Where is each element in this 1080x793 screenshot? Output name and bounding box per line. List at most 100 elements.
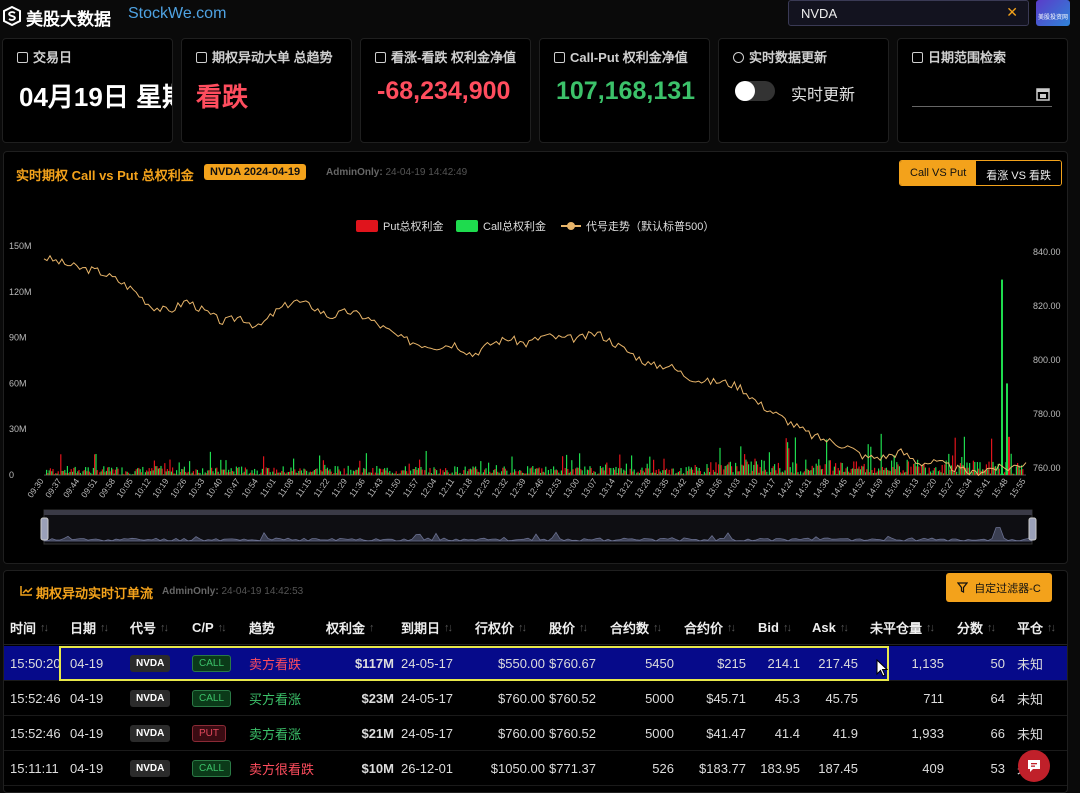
put-bar [205,473,207,475]
put-bar [125,471,127,475]
sort-icon[interactable]: ↑↓ [518,621,527,634]
put-bar [86,471,88,475]
card-title: 交易日 [33,50,73,65]
call-bar [189,461,191,475]
column-header[interactable]: C/P ↑↓ [192,611,227,644]
column-header[interactable]: Ask ↑↓ [812,611,849,644]
table-row[interactable]: 15:52:46 04-19 NVDA CALL 买方看涨 $23M 24-05-17 $76… [4,681,1067,716]
call-bar [108,467,110,475]
column-header[interactable]: 日期 ↑↓ [70,611,109,644]
navigator-right-handle[interactable] [1028,517,1037,541]
ticker-search-input[interactable]: NVDA ✕ [788,0,1029,26]
put-bar [952,455,954,475]
column-header[interactable]: 分数 ↑↓ [957,611,996,644]
sort-icon[interactable]: ↑↓ [653,621,662,634]
column-header[interactable]: 合约数 ↑↓ [610,611,662,644]
put-bar [710,462,712,475]
card-value: 04月19日 星期 [19,82,173,112]
column-header[interactable]: 代号 ↑↓ [130,611,169,644]
column-header[interactable]: 合约价 ↑↓ [684,611,736,644]
call-bar [186,473,188,475]
call-bar [46,469,48,475]
call-bar [352,470,354,475]
sort-icon[interactable]: ↑↓ [782,621,792,634]
table-row[interactable]: 15:50:20 04-19 NVDA CALL 卖方看跌 $117M 24-05-17 $5… [4,646,1067,681]
put-bar [302,473,304,475]
table-row[interactable]: 15:11:11 04-19 NVDA CALL 卖方很看跌 $10M 26-12-01 $1… [4,751,1067,786]
table-row[interactable]: 15:52:46 04-19 NVDA PUT 卖方看涨 $21M 24-05-17 $760… [4,716,1067,751]
sort-icon[interactable]: ↑↓ [160,621,169,634]
search-value[interactable]: NVDA [801,6,838,21]
put-bar [166,469,168,475]
column-header[interactable]: 股价 ↑↓ [549,611,588,644]
call-bar [914,463,916,475]
admin-label: AdminOnly: [326,167,383,178]
x-tick-label: 12:46 [525,476,546,499]
brand-name[interactable]: 美股大数据 [26,10,111,29]
cell-contract-price: $215 [684,646,746,680]
navigator-left-handle[interactable] [40,517,49,541]
put-bar [322,460,324,475]
app-icon[interactable]: 美股投资网 [1036,0,1070,26]
ticker-badge[interactable]: NVDA [130,759,171,777]
sort-icon[interactable]: ↑↓ [40,621,49,634]
x-tick-label: 10:26 [168,476,189,499]
sort-icon[interactable]: ↑↓ [579,621,588,634]
x-tick-label: 14:10 [739,476,760,499]
cell-text: 5000 [645,725,674,741]
realtime-toggle[interactable] [735,81,775,101]
put-bar [533,472,535,475]
call-bar [589,466,591,475]
call-bar [103,466,105,475]
column-header[interactable]: 到期日 ↑↓ [401,611,453,644]
column-header[interactable]: 未平仓量 ↑↓ [870,611,935,644]
clear-icon[interactable]: ✕ [1006,4,1018,20]
column-header[interactable]: Bid ↑↓ [758,611,792,644]
column-header[interactable]: 权利金 ↑ [326,611,374,644]
put-bar [343,468,345,475]
put-bar [655,469,657,475]
sort-icon[interactable]: ↑↓ [839,621,849,634]
ticker-badge[interactable]: NVDA [130,689,171,707]
column-header[interactable]: 时间 ↑↓ [10,611,49,644]
sort-icon[interactable]: ↑↓ [444,621,453,634]
sort-icon[interactable]: ↑↓ [217,621,227,634]
sort-icon[interactable]: ↑↓ [987,621,996,634]
ticker-badge[interactable]: NVDA [130,724,171,742]
put-bar [871,469,873,475]
sort-asc-icon[interactable]: ↑ [369,621,374,634]
column-header[interactable]: 趋势 [249,611,275,644]
sort-icon[interactable]: ↑↓ [727,621,736,634]
cell-ask: 41.9 [812,716,858,750]
sort-icon[interactable]: ↑↓ [1047,621,1056,634]
put-bar [728,462,730,475]
put-bar [68,473,70,475]
call-bar [183,466,185,475]
put-bar [504,468,506,475]
calendar-picker-icon[interactable] [1036,87,1050,101]
cell-text: $117M [354,655,394,671]
call-bar [818,459,820,475]
card-realtime-update: 实时数据更新 实时更新 [718,38,889,143]
cell-bid: 214.1 [758,646,800,680]
date-range-input[interactable] [912,79,1052,107]
call-bar [594,471,596,475]
x-tick-label: 13:49 [686,476,707,499]
call-bar [113,473,115,475]
column-header[interactable]: 平仓 ↑↓ [1017,611,1056,644]
put-bar [720,465,722,475]
call-bar [875,472,877,475]
call-bar [230,468,232,475]
custom-filter-button[interactable]: 自定过滤器-C [946,573,1052,602]
put-bar [169,459,171,475]
up-vs-down-button[interactable]: 看涨 VS 看跌 [976,161,1062,185]
call-vs-put-button[interactable]: Call VS Put [900,161,977,185]
column-header[interactable]: 行权价 ↑↓ [475,611,527,644]
ticker-badge[interactable]: NVDA [130,654,171,672]
brand-url[interactable]: StockWe.com [128,5,227,22]
sort-icon[interactable]: ↑↓ [100,621,109,634]
card-title: Call-Put 权利金净值 [570,50,688,65]
chat-button[interactable] [1018,750,1050,782]
sort-icon[interactable]: ↑↓ [926,621,935,634]
put-bar [863,463,865,475]
